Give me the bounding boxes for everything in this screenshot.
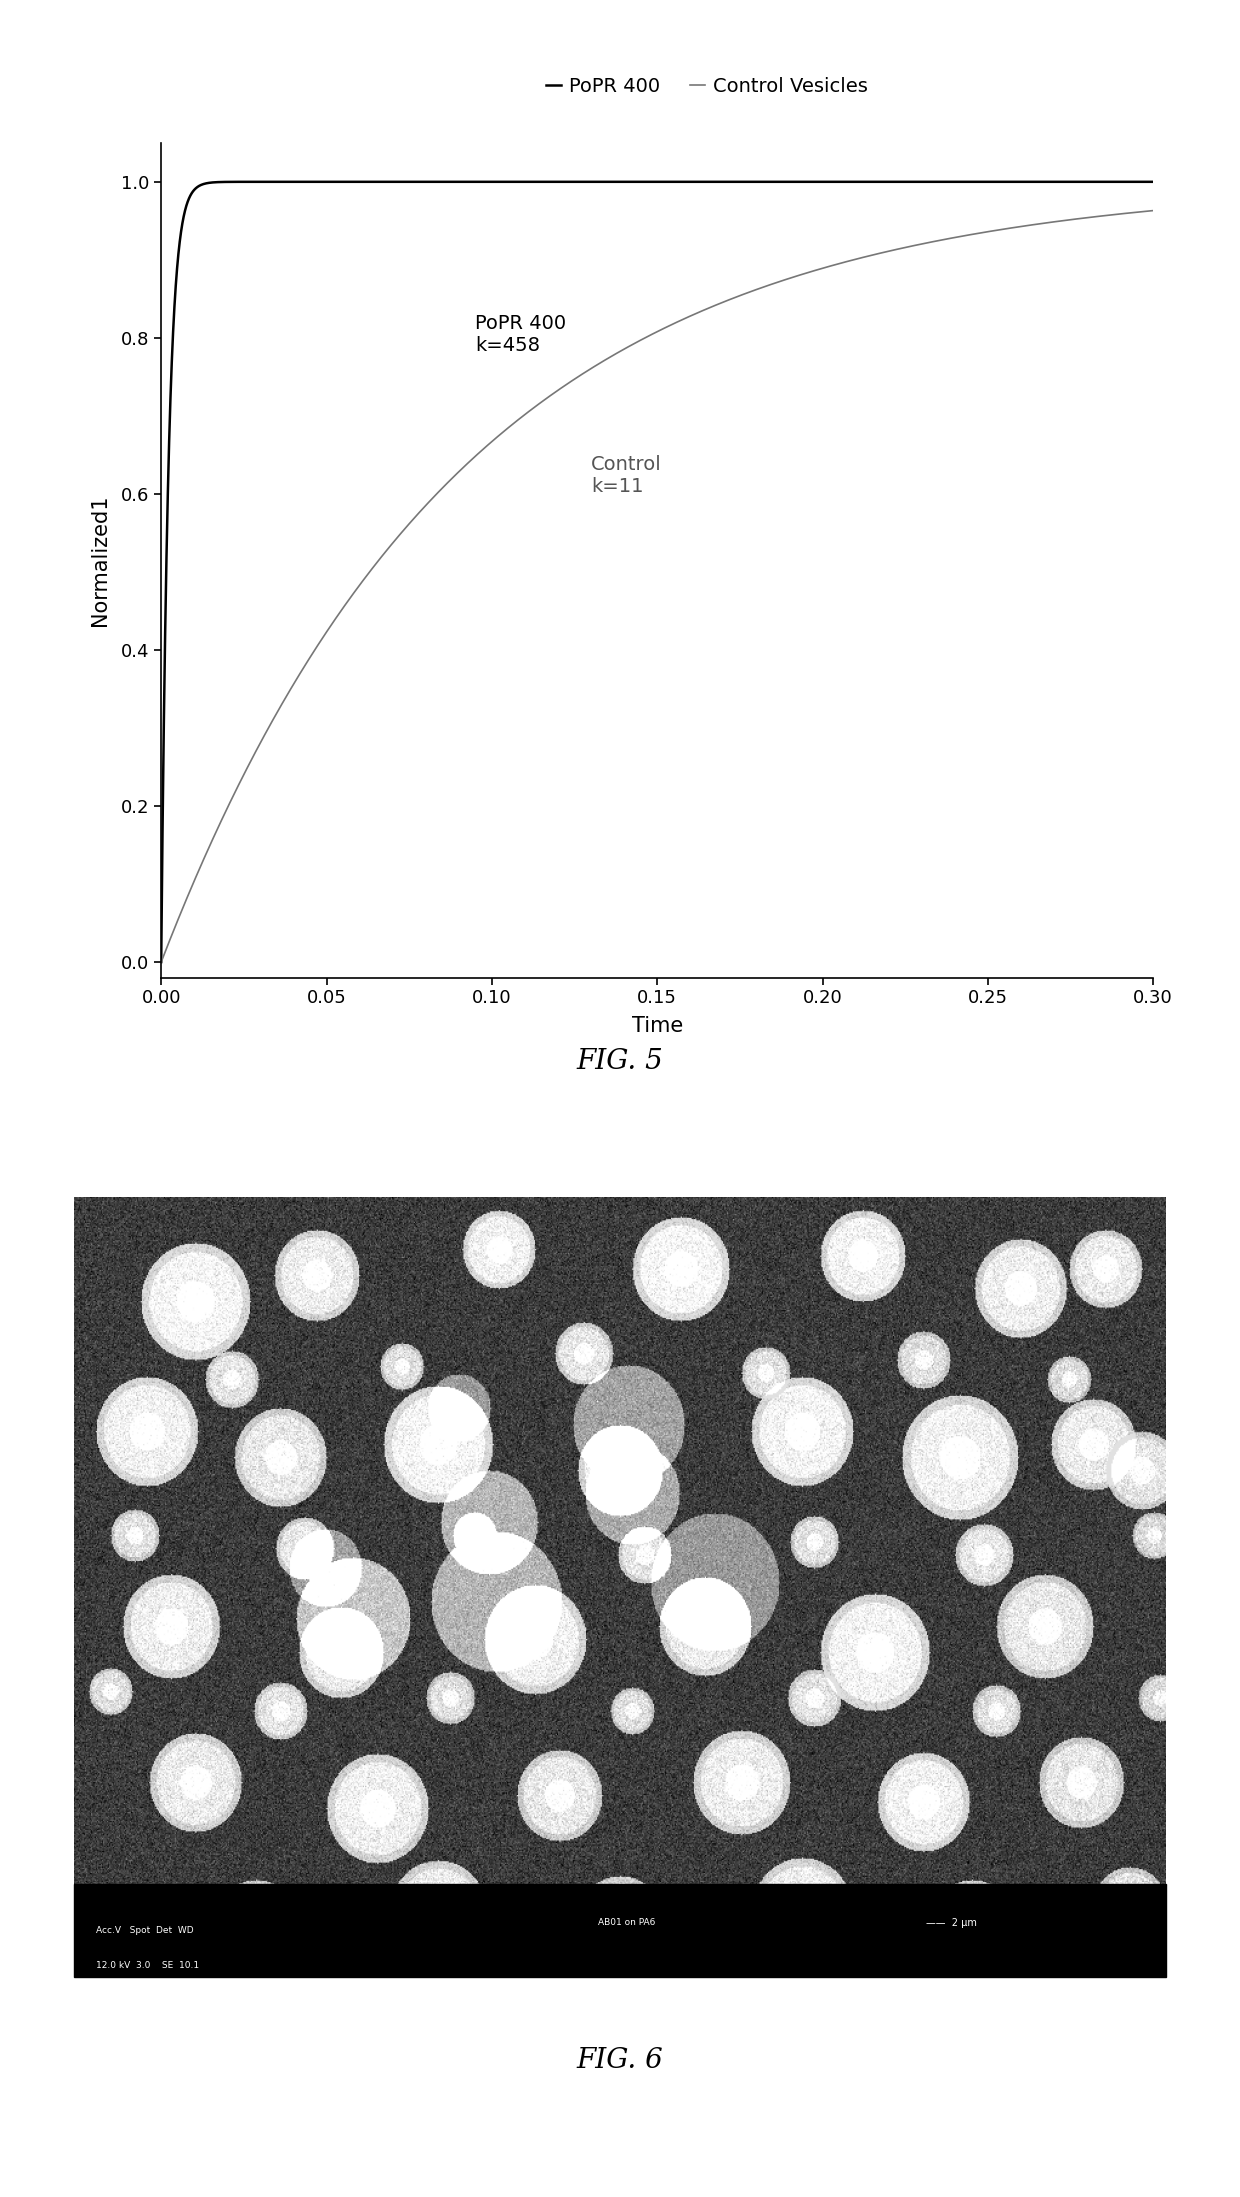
Y-axis label: Normalized1: Normalized1 <box>89 494 110 626</box>
Text: PoPR 400
k=458: PoPR 400 k=458 <box>475 314 567 356</box>
Text: 12.0 kV  3.0    SE  10.1: 12.0 kV 3.0 SE 10.1 <box>97 1962 200 1971</box>
Control Vesicles <box>326 609 341 635</box>
Bar <box>74 1883 1166 1977</box>
Legend: PoPR 400, Control Vesicles: PoPR 400, Control Vesicles <box>538 68 875 103</box>
PoPR 400 <box>154 949 169 975</box>
X-axis label: Time: Time <box>631 1015 683 1035</box>
Text: Acc.V   Spot  Det  WD: Acc.V Spot Det WD <box>97 1927 193 1936</box>
PoPR 400 <box>1127 169 1142 196</box>
Control Vesicles <box>534 389 549 415</box>
Control Vesicles <box>267 705 281 732</box>
PoPR 400 <box>1019 169 1034 196</box>
Text: FIG. 6: FIG. 6 <box>577 2048 663 2074</box>
Line: Control Vesicles: Control Vesicles <box>161 211 1153 962</box>
PoPR 400 <box>267 169 281 196</box>
Control Vesicles <box>1146 198 1161 224</box>
Control Vesicles <box>577 360 591 387</box>
PoPR 400 <box>424 169 439 196</box>
PoPR 400 <box>534 169 549 196</box>
Line: PoPR 400: PoPR 400 <box>161 182 1153 962</box>
PoPR 400 <box>326 169 341 196</box>
Text: ——  2 µm: —— 2 µm <box>925 1918 976 1927</box>
Text: AB01 on PA6: AB01 on PA6 <box>598 1918 656 1927</box>
PoPR 400 <box>578 169 593 196</box>
Control Vesicles <box>1019 213 1034 239</box>
Text: Control
k=11: Control k=11 <box>591 455 662 497</box>
Text: FIG. 5: FIG. 5 <box>577 1048 663 1074</box>
Control Vesicles <box>154 949 169 975</box>
Control Vesicles <box>1126 200 1141 226</box>
PoPR 400 <box>1146 169 1161 196</box>
